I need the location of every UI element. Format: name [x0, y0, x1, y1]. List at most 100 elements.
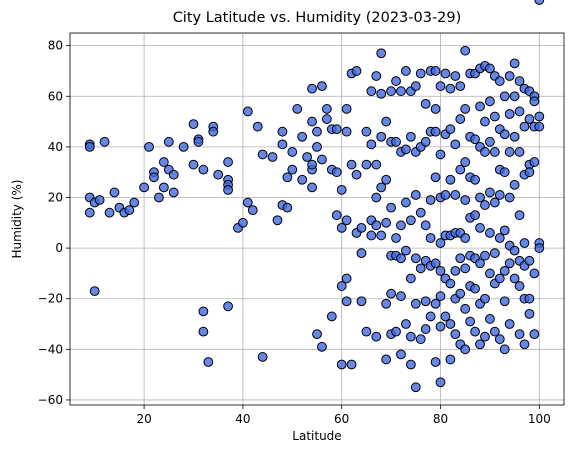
data-point: [356, 296, 367, 307]
data-point: [277, 126, 288, 137]
data-point: [410, 253, 421, 264]
data-point: [282, 202, 293, 213]
y-tick-label: −40: [38, 342, 63, 356]
data-point: [139, 182, 150, 193]
data-point: [514, 147, 525, 157]
data-point: [480, 293, 490, 304]
data-point: [376, 182, 387, 193]
data-point: [272, 215, 283, 226]
data-point: [435, 149, 446, 160]
data-point: [158, 182, 169, 193]
data-point: [247, 205, 258, 216]
data-point: [277, 139, 288, 150]
y-tick-label: −60: [38, 393, 63, 407]
data-point: [524, 255, 535, 266]
data-point: [494, 334, 505, 345]
data-point: [84, 207, 95, 218]
data-point: [144, 141, 154, 152]
y-axis-label: Humidity (%): [10, 180, 24, 259]
data-point: [524, 114, 535, 124]
data-point: [420, 136, 431, 147]
data-point: [534, 243, 545, 254]
data-point: [460, 303, 471, 314]
data-point: [524, 167, 535, 178]
data-point: [514, 329, 525, 340]
data-point: [396, 220, 406, 231]
data-point: [440, 68, 451, 79]
data-point: [445, 174, 456, 185]
data-point: [475, 101, 485, 112]
data-point: [455, 81, 466, 92]
data-point: [341, 273, 352, 284]
data-point: [94, 195, 105, 205]
data-point: [292, 104, 303, 114]
data-point: [430, 66, 441, 76]
data-point: [198, 306, 209, 317]
data-point: [534, 0, 545, 5]
data-point: [376, 230, 387, 241]
data-point: [198, 326, 209, 337]
data-point: [336, 281, 347, 291]
data-point: [381, 298, 392, 309]
data-point: [460, 104, 471, 114]
y-axis-ticks: −60 −40 −20 0 20 40 60 80: [38, 39, 70, 407]
data-point: [346, 159, 357, 170]
data-point: [317, 81, 327, 92]
x-tick-label: 100: [528, 412, 551, 426]
data-point: [366, 139, 377, 150]
data-point: [485, 63, 495, 74]
data-point: [504, 192, 515, 203]
data-point: [396, 86, 406, 97]
data-point: [524, 308, 535, 319]
data-point: [312, 329, 322, 340]
data-point: [356, 248, 367, 259]
data-point: [321, 104, 332, 114]
data-point: [509, 131, 520, 142]
data-point: [450, 139, 461, 150]
data-point: [455, 253, 466, 264]
data-point: [445, 278, 456, 289]
data-point: [499, 296, 510, 307]
data-point: [396, 253, 406, 264]
data-point: [480, 250, 490, 261]
data-point: [351, 169, 362, 180]
data-point: [297, 174, 308, 185]
data-point: [485, 136, 495, 147]
data-point: [430, 104, 441, 114]
data-point: [396, 349, 406, 360]
data-point: [460, 157, 471, 167]
data-point: [396, 291, 406, 302]
data-point: [376, 131, 387, 142]
data-point: [410, 298, 421, 309]
data-point: [504, 147, 515, 157]
data-point: [405, 273, 416, 284]
data-point: [371, 220, 382, 231]
x-tick-label: 80: [433, 412, 448, 426]
data-point: [470, 174, 480, 185]
data-point: [307, 116, 317, 127]
data-point: [361, 159, 372, 170]
data-point: [509, 273, 520, 284]
data-point: [223, 184, 233, 195]
data-point: [242, 197, 253, 208]
data-point: [435, 291, 446, 302]
data-point: [509, 179, 520, 190]
data-point: [104, 207, 115, 218]
data-point: [420, 98, 431, 109]
data-point: [445, 319, 456, 329]
data-point: [257, 352, 268, 362]
data-point: [480, 200, 490, 210]
data-point: [381, 354, 392, 365]
data-point: [405, 331, 416, 342]
data-point: [386, 288, 397, 299]
data-point: [455, 288, 466, 299]
data-point: [494, 233, 505, 243]
data-point: [435, 321, 446, 332]
data-point: [435, 377, 446, 388]
data-point: [494, 76, 505, 86]
data-point: [381, 116, 392, 127]
data-point: [524, 293, 535, 304]
data-point: [208, 126, 219, 137]
data-point: [163, 136, 174, 147]
data-point: [504, 71, 515, 81]
